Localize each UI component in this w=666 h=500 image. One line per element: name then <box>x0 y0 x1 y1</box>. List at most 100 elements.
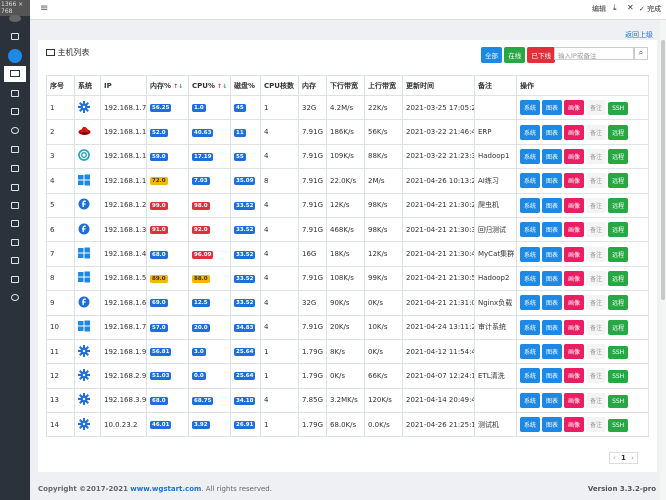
remote-button[interactable]: 远程 <box>608 270 629 286</box>
action-button[interactable]: 画像 <box>564 173 585 189</box>
action-button[interactable]: 画像 <box>564 124 585 140</box>
nav-icon[interactable] <box>8 49 22 63</box>
action-button[interactable]: 备注 <box>586 148 607 164</box>
action-button[interactable]: 画像 <box>564 246 585 262</box>
action-button[interactable]: 图表 <box>542 270 563 286</box>
action-button[interactable]: 备注 <box>586 100 607 116</box>
nav-icon[interactable] <box>11 165 19 172</box>
action-button[interactable]: 备注 <box>586 417 607 433</box>
action-button[interactable]: 画像 <box>564 319 585 335</box>
action-button[interactable]: 备注 <box>586 173 607 189</box>
action-button[interactable]: 系统 <box>520 319 541 335</box>
done-label[interactable]: 完成 <box>647 5 662 13</box>
remote-button[interactable]: 远程 <box>608 222 629 238</box>
nav-icon[interactable] <box>11 294 19 301</box>
action-button[interactable]: 图表 <box>542 295 563 311</box>
filter-button[interactable]: 已下线 <box>527 47 555 63</box>
search-input[interactable]: 输入IP或备注 <box>554 47 634 60</box>
back-link[interactable]: 返回上级 <box>625 31 653 39</box>
action-button[interactable]: 系统 <box>520 148 541 164</box>
site-link[interactable]: www.wgstart.com <box>130 485 202 493</box>
action-button[interactable]: 画像 <box>564 270 585 286</box>
filter-button[interactable]: 在线 <box>504 47 526 63</box>
action-button[interactable]: 备注 <box>586 368 607 384</box>
action-button[interactable]: 备注 <box>586 295 607 311</box>
nav-icon[interactable] <box>11 202 19 209</box>
remote-button[interactable]: 远程 <box>608 173 629 189</box>
action-button[interactable]: 图表 <box>542 246 563 262</box>
action-button[interactable]: 画像 <box>564 222 585 238</box>
remote-button[interactable]: 远程 <box>608 295 629 311</box>
remote-button[interactable]: 远程 <box>608 148 629 164</box>
sort-icon[interactable]: ↑↓ <box>171 82 184 90</box>
nav-icon[interactable] <box>11 90 19 97</box>
action-button[interactable]: 图表 <box>542 173 563 189</box>
action-button[interactable]: 画像 <box>564 344 585 360</box>
next[interactable]: › <box>631 454 634 462</box>
filter-button[interactable]: 全部 <box>481 47 502 63</box>
action-button[interactable]: 图表 <box>542 100 563 116</box>
action-button[interactable]: 图表 <box>542 344 563 360</box>
action-button[interactable]: 图表 <box>542 368 563 384</box>
remote-button[interactable]: SSH <box>608 370 629 384</box>
action-button[interactable]: 备注 <box>586 392 607 408</box>
action-button[interactable]: 图表 <box>542 392 563 408</box>
action-button[interactable]: 备注 <box>586 344 607 360</box>
action-button[interactable]: 画像 <box>564 368 585 384</box>
sort-icon[interactable]: ↑↓ <box>214 82 228 90</box>
download-icon[interactable]: ⤓ <box>613 3 617 12</box>
remote-button[interactable]: 远程 <box>608 124 629 140</box>
action-button[interactable]: 图表 <box>542 222 563 238</box>
action-button[interactable]: 画像 <box>564 197 585 213</box>
action-button[interactable]: 备注 <box>586 197 607 213</box>
action-button[interactable]: 系统 <box>520 392 541 408</box>
action-button[interactable]: 系统 <box>520 124 541 140</box>
menu-toggle[interactable]: ≡ <box>40 3 49 14</box>
action-button[interactable]: 系统 <box>520 197 541 213</box>
remote-button[interactable]: 远程 <box>608 197 629 213</box>
action-button[interactable]: 图表 <box>542 197 563 213</box>
action-button[interactable]: 图表 <box>542 124 563 140</box>
action-button[interactable]: 系统 <box>520 246 541 262</box>
action-button[interactable]: 系统 <box>520 344 541 360</box>
remote-button[interactable]: SSH <box>608 419 629 433</box>
action-button[interactable]: 系统 <box>520 295 541 311</box>
action-button[interactable]: 系统 <box>520 270 541 286</box>
action-button[interactable]: 系统 <box>520 173 541 189</box>
action-button[interactable]: 备注 <box>586 246 607 262</box>
action-button[interactable]: 画像 <box>564 295 585 311</box>
action-button[interactable]: 画像 <box>564 148 585 164</box>
remote-button[interactable]: SSH <box>608 394 629 408</box>
action-button[interactable]: 图表 <box>542 319 563 335</box>
remote-button[interactable]: 远程 <box>608 246 629 262</box>
nav-icon[interactable] <box>11 220 19 227</box>
action-button[interactable]: 备注 <box>586 124 607 140</box>
nav-icon[interactable] <box>11 257 19 264</box>
action-button[interactable]: 画像 <box>564 100 585 116</box>
action-button[interactable]: 系统 <box>520 100 541 116</box>
action-button[interactable]: 系统 <box>520 368 541 384</box>
remote-button[interactable]: 远程 <box>608 319 629 335</box>
action-button[interactable]: 备注 <box>586 270 607 286</box>
done-button[interactable]: ✓ 完成 <box>639 5 662 13</box>
search-button[interactable]: ⌕ <box>634 47 648 60</box>
action-button[interactable]: 系统 <box>520 417 541 433</box>
action-button[interactable]: 画像 <box>564 417 585 433</box>
page-number[interactable]: 1 <box>621 454 626 462</box>
nav-icon[interactable] <box>11 33 19 40</box>
nav-icon[interactable] <box>11 184 19 191</box>
remote-button[interactable]: SSH <box>608 346 629 360</box>
nav-icon[interactable] <box>11 146 19 153</box>
action-button[interactable]: 系统 <box>520 222 541 238</box>
nav-icon[interactable] <box>11 127 19 134</box>
nav-icon[interactable] <box>11 276 19 283</box>
action-button[interactable]: 图表 <box>542 417 563 433</box>
nav-icon[interactable] <box>11 239 19 246</box>
edit-button[interactable]: 编辑 <box>592 5 606 13</box>
action-button[interactable]: 图表 <box>542 148 563 164</box>
nav-active[interactable] <box>4 66 26 82</box>
action-button[interactable]: 备注 <box>586 222 607 238</box>
close-icon[interactable]: ✕ <box>627 3 634 12</box>
action-button[interactable]: 备注 <box>586 319 607 335</box>
nav-icon[interactable] <box>11 108 19 115</box>
